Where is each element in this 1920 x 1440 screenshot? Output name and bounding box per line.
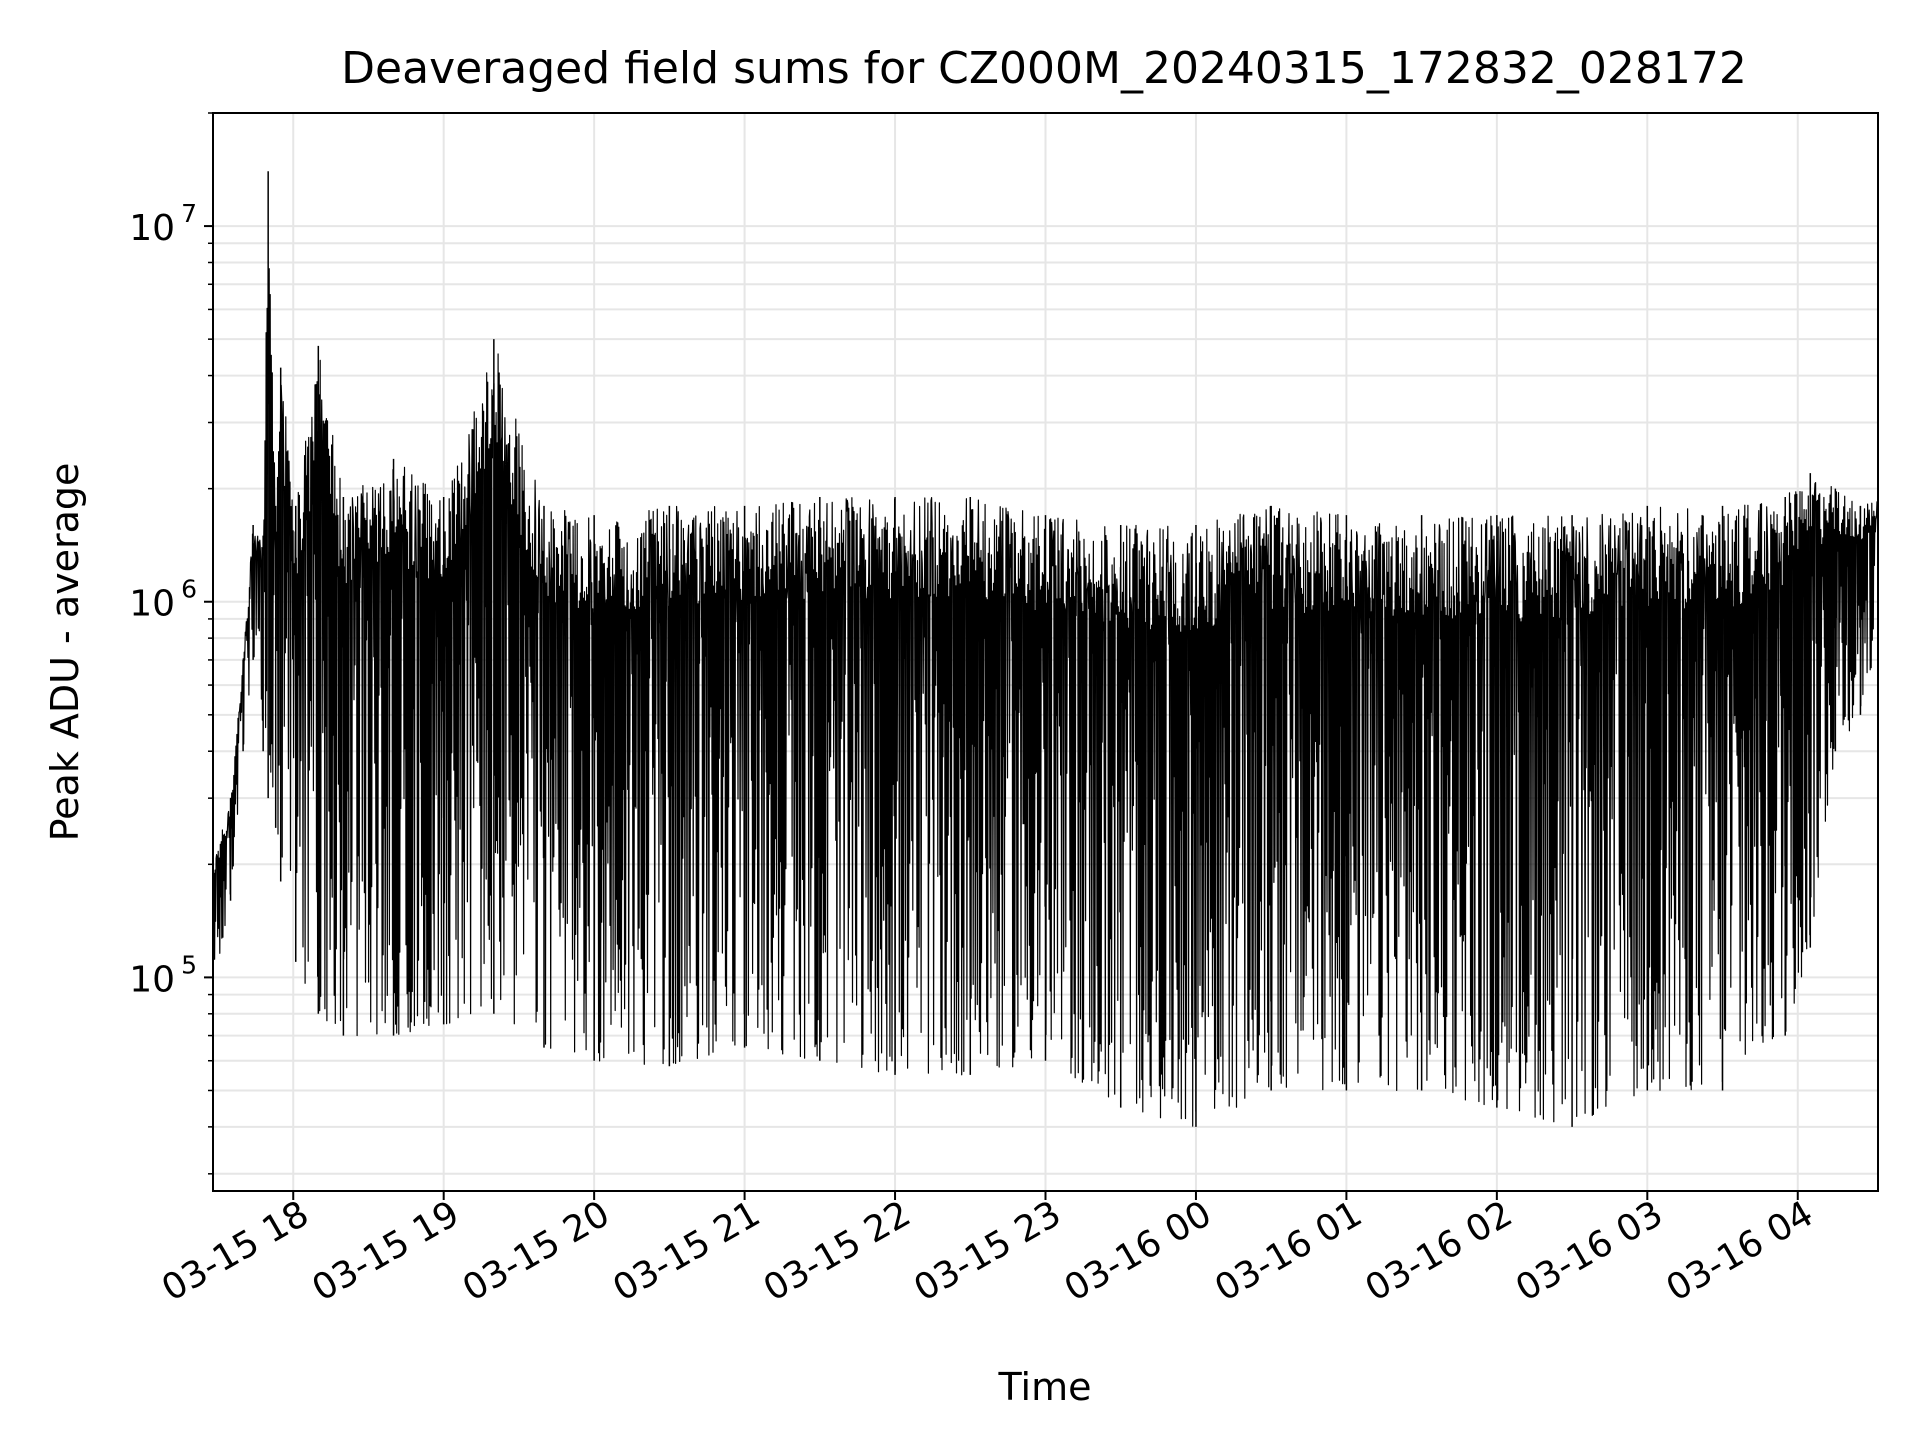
x-tick-label: 03-15 21 [606,1193,767,1309]
x-tick-label: 03-16 01 [1208,1193,1369,1309]
chart-title: Deaveraged field sums for CZ000M_2024031… [341,43,1747,94]
x-tick-label: 03-16 02 [1359,1193,1520,1309]
x-tick-label: 03-16 00 [1058,1193,1219,1309]
x-tick-label: 03-16 03 [1509,1193,1670,1309]
y-tick-label: 10 5 [129,950,197,1000]
x-tick-label: 03-15 22 [757,1193,918,1309]
x-tick-label: 03-15 18 [155,1193,316,1309]
x-tick-label: 03-16 04 [1660,1193,1821,1309]
x-tick-label: 03-15 23 [907,1193,1068,1309]
y-tick-label: 10 7 [129,199,197,249]
x-axis-label: Time [998,1365,1092,1409]
y-tick-label: 10 6 [129,575,197,625]
x-tick-label: 03-15 19 [306,1193,467,1309]
y-axis-label: Peak ADU - average [43,463,87,842]
x-tick-label: 03-15 20 [456,1193,617,1309]
